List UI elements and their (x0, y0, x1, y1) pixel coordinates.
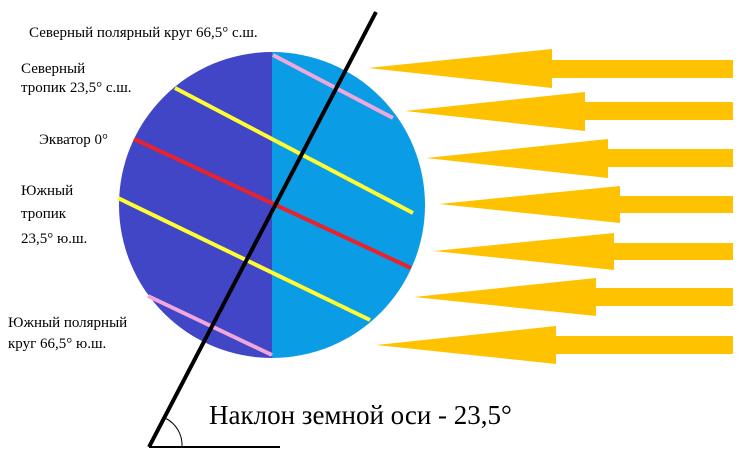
globe-day-side (272, 52, 425, 358)
label-tropic-cancer-line1: Северный (21, 61, 85, 77)
sun-ray-arrow (376, 326, 733, 364)
sun-ray-arrow (426, 139, 733, 178)
globe (117, 52, 425, 358)
sun-ray-arrow (434, 233, 733, 270)
label-equator: Экватор 0° (39, 132, 108, 148)
tilt-angle-arc (164, 417, 183, 448)
label-arctic-circle: Северный полярный круг 66,5° с.ш. (29, 25, 258, 41)
sun-ray-arrow (439, 186, 733, 223)
label-tropic-capricorn-line2: тропик (21, 206, 67, 222)
arctic-circle-line (272, 53, 394, 120)
antarctic-circle-line (147, 294, 273, 357)
sun-rays (368, 49, 733, 364)
sun-ray-arrow (368, 49, 733, 88)
tropic-of-capricorn-line (117, 196, 371, 322)
label-tropic-cancer-line2: тропик 23,5° с.ш. (21, 80, 132, 96)
label-antarctic-circle-line1: Южный полярный (8, 315, 127, 331)
sun-ray-arrow (405, 92, 733, 131)
earth-axis (147, 11, 378, 448)
label-antarctic-circle-line2: круг 66,5° ю.ш. (8, 336, 106, 352)
label-tropic-capricorn-line3: 23,5° ю.ш. (21, 231, 87, 247)
sun-ray-arrow (414, 278, 733, 316)
equator-line (133, 137, 412, 270)
label-axis-tilt: Наклон земной оси - 23,5° (209, 400, 512, 430)
tropic-of-cancer-line (174, 86, 414, 215)
label-tropic-capricorn-line1: Южный (21, 183, 73, 199)
